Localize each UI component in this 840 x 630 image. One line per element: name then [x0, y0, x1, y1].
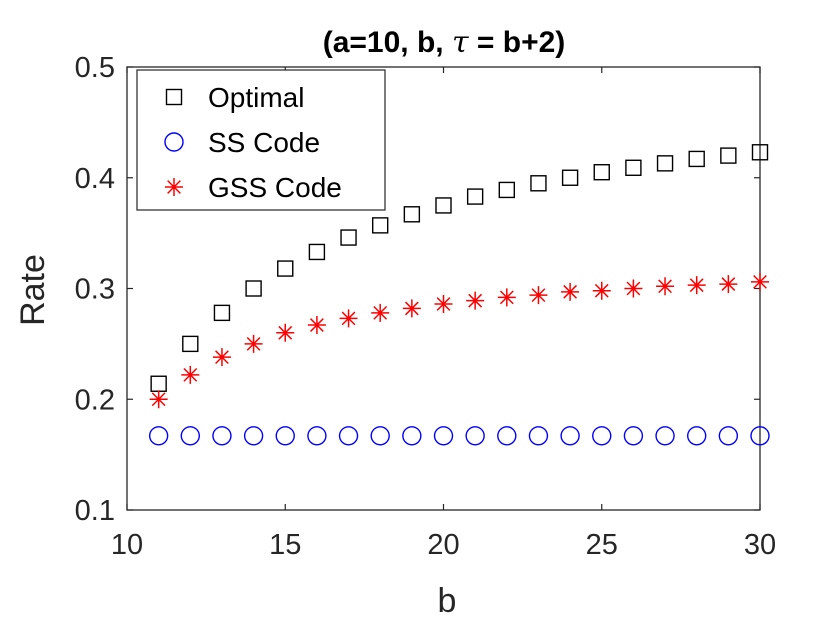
x-tick-label: 30: [744, 529, 776, 561]
data-point: [434, 295, 453, 314]
chart-title: (a=10, b, τ = b+2): [323, 25, 566, 60]
x-tick-label: 20: [427, 529, 459, 561]
data-point: [243, 426, 264, 446]
data-point: [560, 426, 580, 446]
data-point: [687, 426, 707, 446]
data-point: [277, 260, 294, 277]
data-point: [529, 286, 548, 305]
data-point: [148, 426, 169, 446]
data-point: [592, 426, 612, 446]
data-point: [465, 426, 485, 446]
data-point: [182, 335, 199, 353]
data-point: [181, 365, 200, 384]
data-point: [149, 390, 168, 409]
chart-title-symbol: τ: [452, 25, 469, 60]
data-point: [402, 299, 421, 318]
data-point: [655, 426, 675, 446]
data-point: [371, 303, 390, 322]
data-point: [307, 316, 326, 335]
data-point: [528, 426, 549, 446]
series-optimal: [150, 144, 769, 392]
chart-title-suffix: = b+2): [469, 26, 566, 59]
data-point: [466, 188, 484, 205]
data-point: [308, 243, 326, 261]
data-point: [435, 197, 452, 214]
series-gss-code: [149, 272, 769, 409]
data-point: [402, 426, 422, 446]
y-tick-label: 0.3: [75, 274, 115, 306]
data-point: [530, 175, 547, 192]
data-point: [497, 288, 516, 307]
y-tick-label: 0.2: [75, 384, 115, 416]
legend-label: Optimal: [208, 82, 304, 113]
data-point: [688, 150, 705, 168]
data-point: [687, 276, 706, 295]
x-axis: 10 15 20 25 30: [111, 67, 776, 561]
series-ss-code: [148, 426, 770, 446]
data-point: [656, 277, 675, 296]
data-point: [276, 323, 295, 342]
data-point: [180, 426, 201, 446]
data-point: [561, 282, 580, 301]
data-point: [625, 159, 642, 176]
data-point: [212, 348, 231, 367]
data-point: [718, 426, 739, 446]
data-point: [372, 217, 389, 234]
data-point: [213, 304, 231, 322]
y-tick-label: 0.4: [75, 163, 115, 195]
legend-marker: [165, 178, 183, 196]
data-point: [592, 281, 611, 300]
y-tick-label: 0.5: [75, 52, 115, 84]
legend-marker: [164, 132, 184, 152]
x-axis-label: b: [438, 582, 457, 620]
data-point: [497, 426, 517, 446]
y-axis-label: Rate: [14, 254, 52, 326]
x-tick-label: 15: [269, 529, 301, 561]
legend-box: [136, 69, 386, 211]
data-point: [750, 426, 770, 446]
y-tick-label: 0.1: [75, 495, 115, 527]
data-point: [624, 279, 643, 298]
data-point: [275, 426, 295, 446]
legend: Optimal SS Code GSS Code: [136, 69, 386, 211]
data-point: [403, 206, 421, 223]
data-point: [719, 275, 738, 294]
data-point: [751, 144, 769, 161]
data-point: [751, 272, 769, 291]
data-point: [561, 169, 579, 186]
data-point: [720, 147, 737, 164]
legend-label: SS Code: [208, 127, 320, 158]
data-point: [340, 229, 357, 246]
data-point: [498, 181, 515, 199]
data-point: [656, 155, 674, 172]
legend-label: GSS Code: [208, 172, 342, 203]
data-point: [370, 426, 390, 446]
data-marks: [148, 144, 770, 446]
data-point: [466, 291, 485, 310]
x-tick-label: 10: [111, 529, 143, 561]
data-point: [244, 334, 263, 353]
chart-title-prefix: (a=10, b,: [323, 26, 452, 59]
data-point: [339, 309, 358, 328]
data-point: [338, 426, 359, 446]
y-axis: 0.1 0.2 0.3 0.4 0.5: [75, 52, 760, 527]
data-point: [593, 164, 610, 181]
legend-marker: [165, 88, 183, 106]
data-point: [433, 426, 454, 446]
x-tick-label: 25: [586, 529, 618, 561]
data-point: [623, 426, 644, 446]
data-point: [245, 280, 262, 297]
data-point: [212, 426, 232, 446]
data-point: [307, 426, 327, 446]
